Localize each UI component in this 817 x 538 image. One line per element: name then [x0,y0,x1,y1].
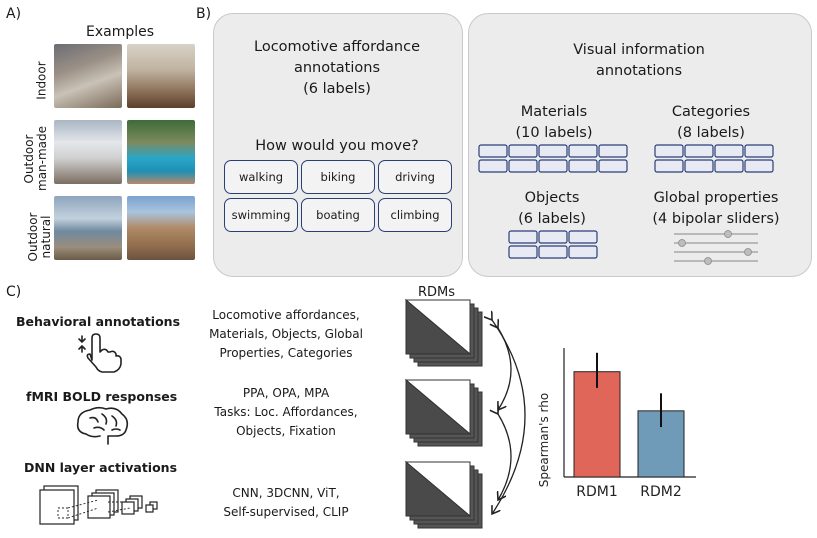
description-line: Objects, Fixation [236,424,336,438]
panel-b-letter: B) [196,6,212,22]
materials-count: (10 labels) [515,125,593,141]
comparison-arrows [484,310,526,526]
photo-natural-beach [54,196,122,260]
objects-label-grid [508,230,598,259]
panel-a-letter: A) [6,6,22,22]
row-label-line1: Indoor [34,61,49,100]
row-label-line2: man-made [35,125,49,191]
locomotive-title-line3: (6 labels) [303,81,371,97]
photo-indoor-climbing-gym [54,44,122,108]
categories-name: Categories [671,104,751,120]
fmri-description: PPA, OPA, MPA Tasks: Loc. Affordances, O… [196,384,376,441]
row-label-indoor: Indoor [34,53,49,109]
global-count: (4 bipolar sliders) [652,211,780,227]
locomotive-title-line2: annotations [293,60,381,76]
materials-label-grid [478,144,628,173]
photo-outdoor-snowy-path [54,120,122,184]
label-driving: driving [378,160,452,194]
rdm-matrix [404,378,483,447]
y-axis-label: Spearman's rho [537,393,551,487]
brain-icon [76,406,129,445]
rdm-stack-dnn [404,460,483,529]
rdm-stack-fmri [404,378,483,447]
behavioral-description: Locomotive affordances, Materials, Objec… [196,306,376,363]
examples-heading: Examples [86,24,155,40]
visual-title: Visual information annotations [468,40,810,82]
cnn-layers-icon [39,485,158,525]
rdm-matrix [404,298,483,367]
arrow-behavior-dnn [492,320,526,514]
description-line: Materials, Objects, Global [209,327,363,341]
label-biking: biking [301,160,375,194]
objects-count: (6 labels) [518,211,586,227]
label-climbing: climbing [378,198,452,232]
spearman-bar-chart: Spearman's rho RDM1 RDM2 [537,348,696,500]
x-tick-label: RDM2 [640,484,682,500]
row-label-line1: Outdoor [26,212,40,262]
materials-name: Materials [520,104,588,120]
description-line: PPA, OPA, MPA [242,386,330,400]
dnn-layer-title: DNN layer activations [24,460,178,475]
bipolar-sliders-icon [674,230,758,265]
touch-hand-icon [78,333,122,373]
row-label-line1: Outdoor [22,134,36,184]
row-label-outdoor-natural: Outdoor natural [26,207,53,267]
materials-heading: Materials (10 labels) [476,102,632,144]
fmri-bold-title: fMRI BOLD responses [26,389,178,404]
photo-outdoor-pool [127,120,195,184]
row-label-outdoor-man-made: Outdoor man-made [22,125,49,191]
global-properties-heading: Global properties (4 bipolar sliders) [636,188,796,230]
description-line: Self-supervised, CLIP [223,505,349,519]
row-label-line2: natural [39,215,53,259]
objects-heading: Objects (6 labels) [502,188,602,230]
locomotive-title: Locomotive affordance annotations (6 lab… [213,37,461,100]
arrow-fmri-dnn [498,414,512,500]
photo-indoor-church [127,44,195,108]
visual-title-line1: Visual information [573,42,705,58]
locomotive-annotation-box [213,13,463,277]
behavioral-annotations-title: Behavioral annotations [16,314,181,329]
label-swimming: swimming [224,198,298,232]
label-boating: boating [301,198,375,232]
photo-natural-rocks [127,196,195,260]
global-name: Global properties [653,190,779,206]
description-line: Properties, Categories [219,346,353,360]
categories-label-grid [654,144,774,173]
rdm-matrix [404,460,483,529]
movement-question: How would you move? [255,138,419,154]
categories-count: (8 labels) [677,125,745,141]
visual-title-line2: annotations [595,63,683,79]
bar-rdm1 [573,371,621,478]
description-line: Locomotive affordances, [212,308,360,322]
locomotive-title-line1: Locomotive affordance [254,39,420,55]
panel-c-letter: C) [6,284,22,300]
label-walking: walking [224,160,298,194]
categories-heading: Categories (8 labels) [646,102,776,144]
rdms-label: RDMs [418,285,456,300]
description-line: Tasks: Loc. Affordances, [214,405,358,419]
objects-name: Objects [524,190,580,206]
rdm-stack-behavioral [404,298,483,367]
description-line: CNN, 3DCNN, ViT, [232,486,340,500]
dnn-description: CNN, 3DCNN, ViT, Self-supervised, CLIP [196,484,376,522]
x-tick-label: RDM1 [576,484,618,500]
